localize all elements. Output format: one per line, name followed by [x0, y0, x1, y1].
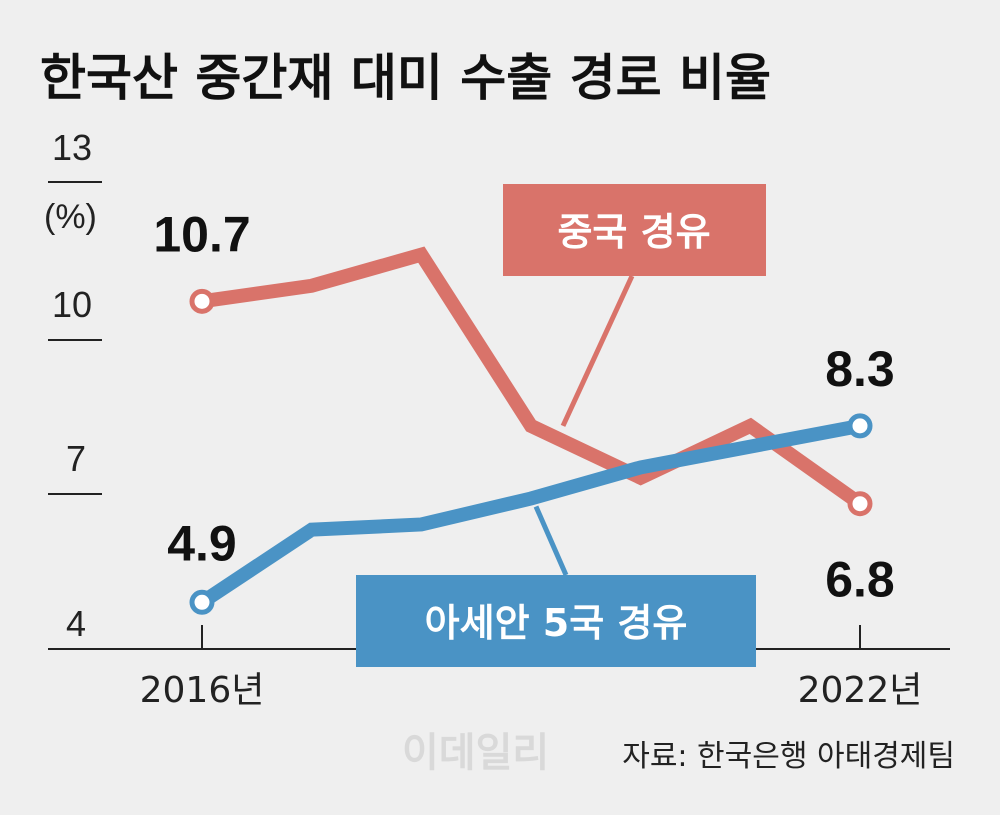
- china-legend-pointer: [560, 274, 635, 427]
- y-tick-label-4: 4: [66, 603, 86, 644]
- x-tick-label-2016: 2016년: [140, 670, 265, 711]
- asean-legend-pointer: [533, 505, 569, 577]
- watermark-logo: 이데일리: [402, 730, 549, 776]
- asean-point-2022: [847, 413, 873, 439]
- china-point-2016: [189, 288, 215, 314]
- chart-title: 한국산 중간재 대미 수출 경로 비율: [40, 49, 771, 107]
- asean-series-line: [198, 418, 862, 609]
- series-asean: 4.9 8.3: [167, 341, 895, 615]
- china-series-line: [201, 246, 865, 510]
- y-axis: 13 (%) 10 7 4: [44, 127, 102, 644]
- asean-legend-box: [356, 575, 756, 667]
- legend-china: 중국 경유: [503, 184, 766, 427]
- legend-asean: 아세안 5국 경유: [356, 505, 756, 667]
- china-legend-label: 중국 경유: [557, 210, 710, 254]
- asean-data-label-2022: 8.3: [825, 341, 895, 397]
- asean-data-label-2016: 4.9: [167, 515, 237, 571]
- series-china: 10.7 6.8: [153, 206, 894, 607]
- china-data-label-2022: 6.8: [825, 552, 895, 608]
- y-tick-label-10: 10: [52, 284, 92, 325]
- china-data-label-2016: 10.7: [153, 206, 250, 262]
- china-legend-box: [503, 184, 766, 276]
- asean-point-2016: [189, 589, 215, 615]
- china-point-2022: [847, 491, 873, 517]
- y-tick-label-13: 13: [52, 127, 92, 168]
- source-note: 자료: 한국은행 아태경제팀: [622, 739, 955, 774]
- asean-legend-label: 아세안 5국 경유: [425, 601, 688, 645]
- y-axis-unit: (%): [44, 198, 97, 236]
- y-tick-label-7: 7: [66, 438, 86, 479]
- x-tick-label-2022: 2022년: [798, 670, 923, 711]
